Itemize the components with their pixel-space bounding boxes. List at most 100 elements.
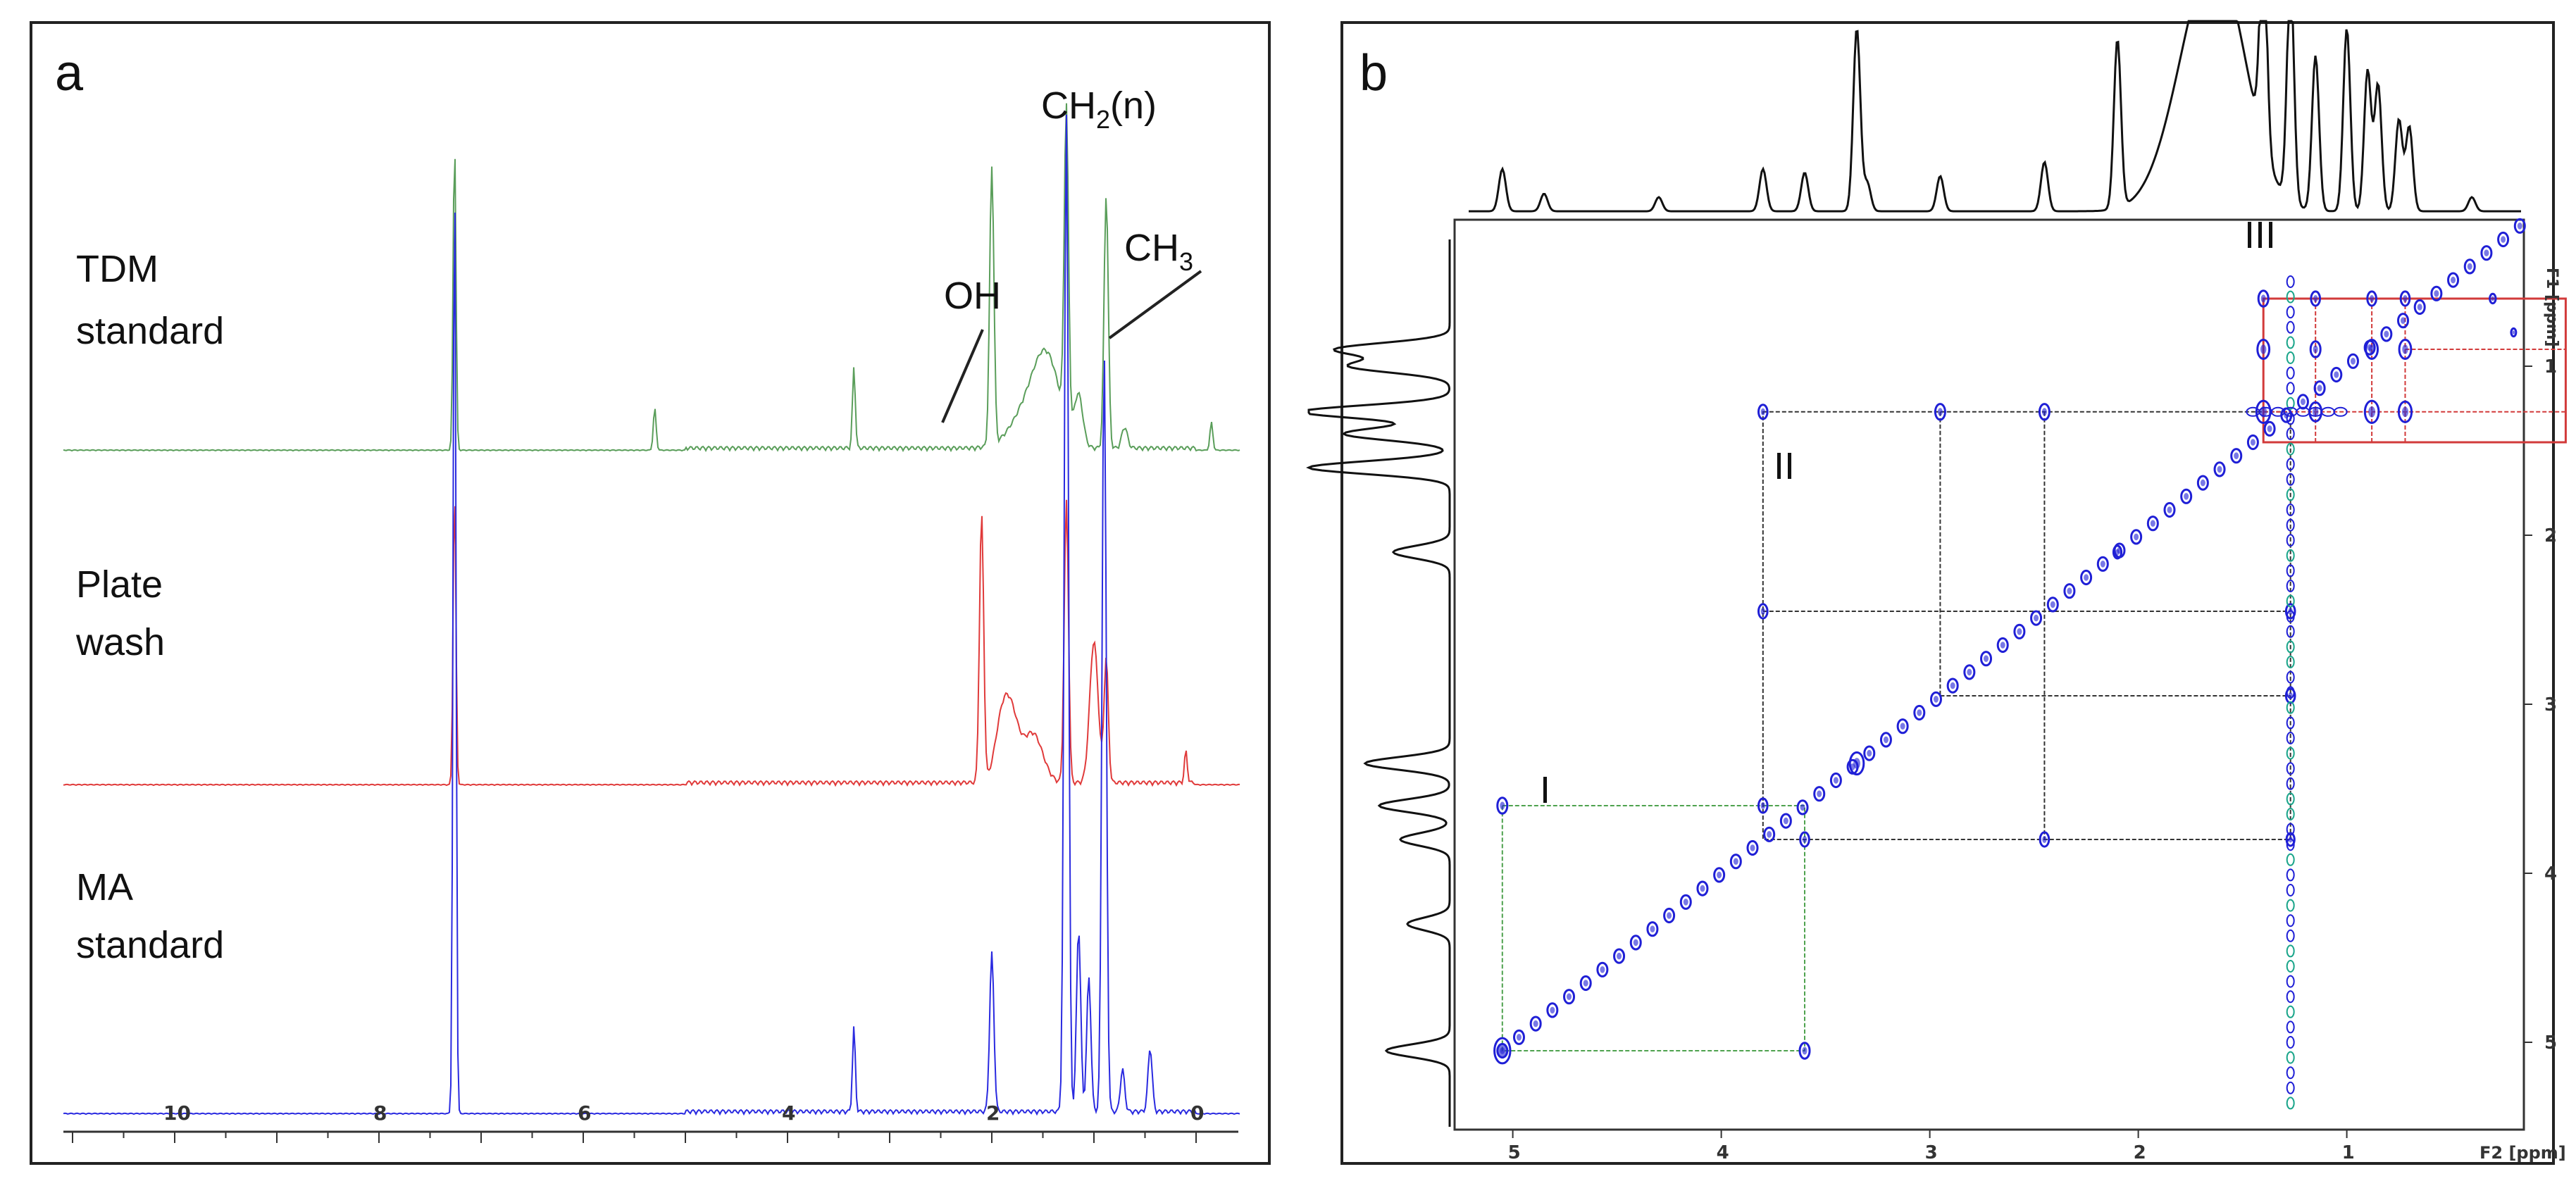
- cross-peak-contour: [2489, 292, 2497, 305]
- cross-peak-core: [2034, 614, 2039, 622]
- x-tick-label-8: 8: [373, 1101, 387, 1125]
- cross-peak-core: [1600, 966, 1605, 973]
- cross-peak-core: [1817, 790, 1822, 797]
- ridge-contour: [2286, 1051, 2295, 1064]
- peak-label-ch3: CH3: [1124, 227, 1193, 276]
- cross-peak-core: [1950, 682, 1955, 689]
- cross-peak-core: [2313, 345, 2318, 354]
- cross-peak-contour: [1696, 880, 1709, 897]
- cross-peak-core: [2401, 406, 2409, 418]
- cross-peak-contour: [1996, 637, 2009, 654]
- cross-peak-contour: [2296, 394, 2309, 410]
- ridge-contour: [2286, 442, 2295, 456]
- cross-peak-core: [2250, 439, 2255, 446]
- cross-peak-core: [1733, 858, 1738, 865]
- ridge-contour: [2286, 549, 2295, 562]
- cross-peak-contour: [2030, 610, 2043, 626]
- ridge-contour: [2286, 686, 2295, 699]
- cross-peak-contour: [2046, 596, 2059, 613]
- ridge-contour: [2286, 458, 2295, 471]
- cross-peak-contour: [1946, 677, 1959, 694]
- x2-tick-label-3: 3: [1925, 1142, 1938, 1163]
- sample-label-plate-line2: wash: [75, 621, 165, 663]
- x2-tick-label-5: 5: [1508, 1142, 1521, 1163]
- ridge-contour: [2286, 580, 2295, 592]
- panel-b-ticks: [1512, 366, 2532, 1138]
- cross-peak-core: [2000, 642, 2005, 649]
- ridge-contour: [2286, 518, 2295, 532]
- cross-peak-core: [2491, 296, 2494, 301]
- cross-peak-contour: [2180, 488, 2193, 504]
- cross-peak-core: [2484, 249, 2489, 257]
- ridge-contour: [2286, 640, 2295, 654]
- cross-peak-contour: [2399, 290, 2411, 307]
- cross-peak-contour: [1713, 867, 1726, 883]
- panel-a-letter: a: [55, 45, 84, 101]
- cross-peak-contour: [1512, 1029, 1525, 1045]
- ridge-contour: [2286, 792, 2295, 806]
- cross-peak-contour: [2363, 399, 2380, 424]
- cross-peak-contour: [2313, 380, 2326, 396]
- ridge-contour: [2286, 1081, 2295, 1094]
- cross-peak-contour: [1934, 403, 1946, 421]
- ridge-contour: [2286, 701, 2295, 714]
- ridge-contour: [2286, 823, 2295, 836]
- cross-peak-core: [2384, 330, 2389, 338]
- cross-peak-core: [2334, 371, 2339, 378]
- cross-peak-contour: [2398, 339, 2413, 360]
- y-tick-label-5: 5: [2544, 1032, 2557, 1054]
- cross-peak-contour: [1563, 989, 1576, 1005]
- panel-a: a TDM standard Plate wash MA standard CH…: [30, 21, 1271, 1165]
- cross-peak-contour: [1757, 603, 1769, 620]
- cross-peak-contour: [1863, 745, 1876, 761]
- x2-tick-label-1: 1: [2342, 1142, 2355, 1163]
- ridge-contour: [2286, 625, 2295, 638]
- cross-peak-core: [2234, 452, 2239, 459]
- cross-peak-core: [2041, 408, 2047, 416]
- cross-peak-contour: [2397, 400, 2413, 423]
- cross-peak-contour: [1929, 691, 1942, 707]
- spectrum-trace-1: [63, 499, 1240, 787]
- cross-peak-core: [2369, 294, 2375, 303]
- ridge-contour: [2286, 975, 2295, 988]
- x-tick-label-2: 2: [986, 1101, 1000, 1125]
- ch3-pointer-line: [1108, 270, 1202, 339]
- panel-b: b I II III 5 4 3 2 1 F2 [ppm] 1 2 3 4 5 …: [1306, 20, 2567, 1165]
- cross-peak-contour: [1746, 839, 1759, 856]
- x2-tick-label-4: 4: [1717, 1142, 1729, 1163]
- cross-peak-core: [1717, 871, 1722, 879]
- cross-peak-contour: [2480, 245, 2493, 261]
- cross-peak-core: [2434, 290, 2439, 297]
- cross-peak-core: [1937, 408, 1943, 416]
- cross-peak-contour: [1496, 797, 1509, 815]
- ridge-contour: [2286, 716, 2295, 730]
- ridge-contour: [2286, 306, 2295, 319]
- panel-a-x-ticks: [72, 1132, 1197, 1143]
- cross-peak-core: [1760, 607, 1765, 616]
- cross-peak-core: [2401, 317, 2406, 325]
- cross-peak-contour: [2112, 544, 2123, 560]
- cross-peak-core: [1917, 709, 1922, 716]
- peak-label-ch2n: CH2(n): [1041, 85, 1157, 134]
- cross-peak-core: [2084, 574, 2089, 581]
- cross-peak-core: [1567, 993, 1572, 1000]
- cross-peak-core: [2300, 398, 2306, 406]
- region-label-I: I: [1540, 769, 1550, 811]
- cross-peak-core: [2017, 628, 2022, 635]
- cross-peak-core: [2403, 294, 2408, 303]
- ridge-contour: [2286, 670, 2295, 684]
- ridge-contour: [2286, 1066, 2295, 1080]
- ridge-contour: [2286, 473, 2295, 486]
- cosy-plot-area: [1453, 218, 2525, 1131]
- cross-peak-core: [2217, 466, 2222, 473]
- cross-peak-core: [1967, 668, 1972, 676]
- ridge-contour: [2286, 732, 2295, 744]
- y-tick-label-2: 2: [2544, 525, 2557, 546]
- ridge-contour: [2286, 1005, 2295, 1018]
- cross-peak-core: [2512, 330, 2515, 335]
- cross-peak-contour: [2513, 218, 2526, 234]
- f1-projection-spectrum: [1306, 239, 1451, 1127]
- cross-peak-core: [2260, 294, 2266, 303]
- y-unit-label: F1 [ppm]: [2543, 268, 2561, 347]
